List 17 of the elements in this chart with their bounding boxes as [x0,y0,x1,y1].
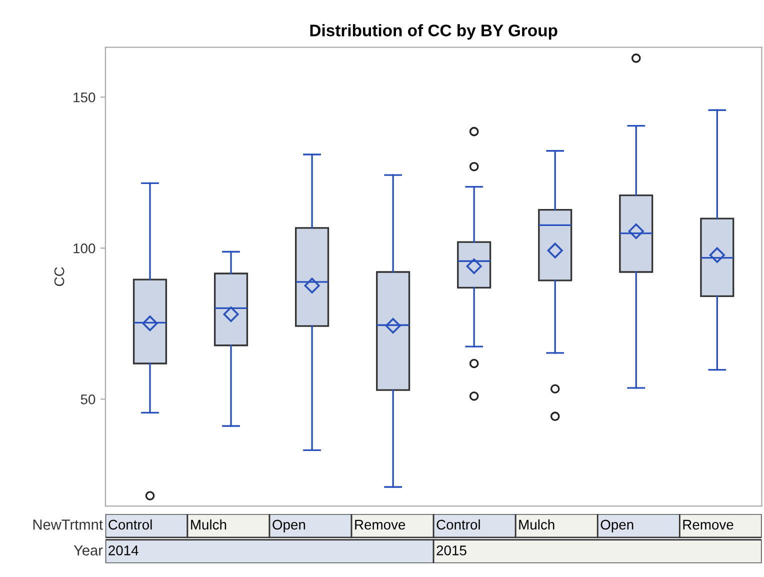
x-tick-label: Control [436,519,480,530]
y-axis-title: CC [54,267,64,286]
y-tick-label: 150 [74,92,96,102]
x-tick-label: Control [108,519,152,530]
text: 2014 [108,546,138,556]
x-tick-label: Mulch [519,519,554,530]
x-tick-label: Open [272,520,306,532]
x-tick-label: Open [600,520,634,532]
chart-title: Distribution of CC by BY Group [310,24,558,40]
y-tick-label: 100 [74,243,96,254]
x-tick-label: Remove [683,520,734,530]
text: 2015 [436,546,466,556]
y-tick-label: 50 [80,394,96,404]
x-axis-title: NewTrtmnt [33,520,103,530]
x-tick-label: Mulch [191,519,226,530]
text: Year [74,545,103,556]
x-tick-label: Remove [355,520,406,530]
